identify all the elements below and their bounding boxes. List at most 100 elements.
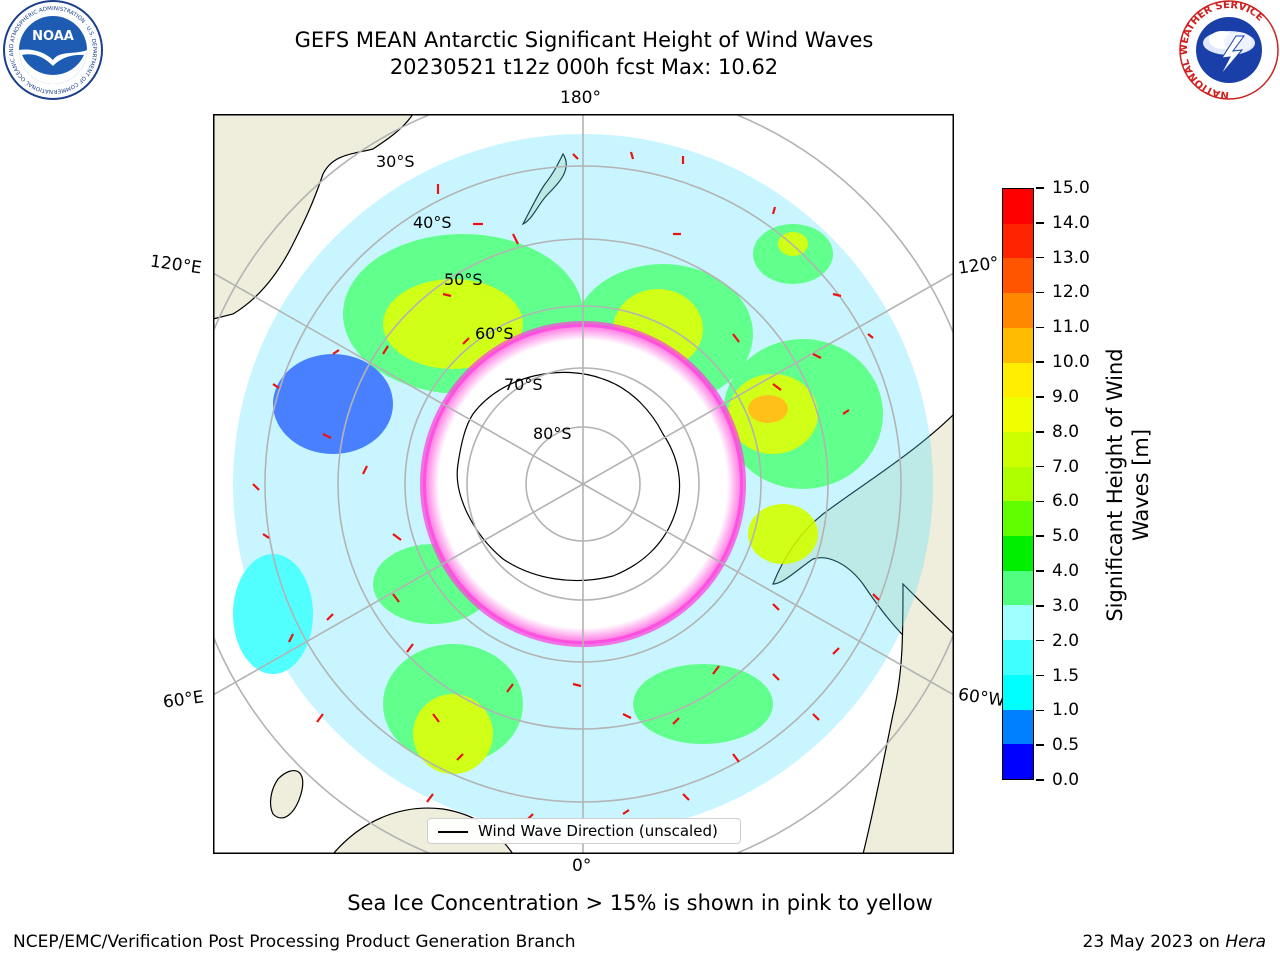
wave-arrow (262, 533, 270, 539)
wave-arrow (832, 292, 842, 298)
lat-label-70s: 70°S (504, 375, 543, 394)
colorbar-tick-mark (1036, 639, 1044, 642)
footer-credit: NCEP/EMC/Verification Post Processing Pr… (13, 932, 576, 952)
colorbar-segment (1003, 362, 1033, 398)
wave-arrow (392, 593, 400, 603)
colorbar-tick-label: 4.0 (1052, 561, 1080, 582)
lon-label-120w: 120° (956, 253, 1001, 279)
colorbar-tick-mark (1036, 744, 1044, 746)
legend-label: Wind Wave Direction (unscaled) (478, 822, 718, 840)
lon-label-60w: 60°W (956, 684, 1007, 712)
colorbar-segment (1003, 327, 1033, 363)
colorbar-tick-mark (1036, 674, 1044, 677)
colorbar-segment (1003, 258, 1033, 294)
legend-line-sample (438, 831, 468, 833)
landmass-new-zealand (521, 152, 567, 226)
wave-arrow (506, 683, 514, 693)
nws-logo: NATIONAL WEATHER SERVICE (1179, 0, 1279, 100)
wave-arrow (771, 206, 777, 215)
wave-arrow (812, 353, 822, 359)
colorbar-segment (1003, 744, 1033, 779)
colorbar-tick-label: 0.5 (1052, 735, 1080, 756)
colorbar-tick-mark (1036, 326, 1044, 329)
colorbar-tick-mark (1036, 396, 1044, 398)
colorbar-tick-label: 3.0 (1052, 595, 1080, 616)
wave-arrow (406, 643, 414, 653)
colorbar-tick-label: 0.0 (1052, 770, 1080, 790)
wave-arrow (812, 713, 820, 721)
colorbar-tick-label: 12.0 (1052, 282, 1090, 303)
wave-arrow (456, 753, 464, 761)
wave-arrow (432, 713, 440, 723)
colorbar-tick-label: 13.0 (1052, 247, 1090, 268)
lat-label-50s: 50°S (444, 270, 483, 289)
footer-date-text: 23 May 2023 on (1082, 932, 1226, 952)
colorbar-tick-mark (1036, 779, 1044, 781)
colorbar-tick-mark (1036, 570, 1044, 572)
lat-label-80s: 80°S (533, 424, 572, 443)
colorbar-tick-label: 5.0 (1052, 526, 1080, 547)
colorbar-title: Significant Height of Wind Waves [m] (1102, 348, 1154, 621)
lon-label-60e: 60°E (161, 687, 206, 713)
wave-arrow (672, 717, 680, 725)
colorbar-title-line1: Significant Height of Wind (1103, 348, 1127, 622)
colorbar-tick-mark (1036, 256, 1044, 259)
wave-arrow (832, 647, 840, 655)
wave-arrow (712, 665, 720, 675)
lat-label-60s: 60°S (475, 324, 514, 343)
wave-arrow (252, 483, 260, 491)
colorbar-segment (1003, 466, 1033, 502)
wave-arrow (772, 673, 780, 681)
colorbar-tick-label: 1.0 (1052, 700, 1080, 721)
colorbar-tick-label: 2.0 (1052, 630, 1080, 651)
wave-arrow (382, 345, 389, 355)
colorbar-tick-mark (1036, 500, 1044, 503)
wave-arrow (772, 603, 780, 611)
wave-arrow (512, 233, 519, 245)
colorbar-tick-mark (1036, 605, 1044, 607)
colorbar-segment (1003, 674, 1033, 710)
landmass-right-bottom (862, 582, 954, 854)
footer-date: 23 May 2023 on Hera (1083, 932, 1267, 952)
colorbar-segment (1003, 570, 1033, 606)
colorbar-tick-label: 10.0 (1052, 352, 1090, 373)
colorbar-segment (1003, 640, 1033, 675)
wave-arrow (288, 633, 294, 643)
colorbar-segment (1003, 189, 1033, 224)
wave-arrow (842, 409, 850, 415)
wave-arrow (867, 333, 874, 339)
wave-arrow (622, 713, 632, 719)
wave-arrow (316, 713, 324, 723)
colorbar-tick-mark (1036, 431, 1044, 433)
wave-arrow (622, 809, 630, 815)
colorbar-segment (1003, 397, 1033, 432)
wave-arrow (572, 682, 582, 688)
sea-ice-caption: Sea Ice Concentration > 15% is shown in … (347, 891, 933, 915)
colorbar-tick-mark (1036, 361, 1044, 363)
colorbar-segment (1003, 293, 1033, 328)
colorbar (1002, 188, 1034, 780)
colorbar-tick-mark (1036, 187, 1044, 189)
colorbar-tick-mark (1036, 709, 1044, 712)
wave-arrow (392, 533, 402, 541)
wave-direction-arrows (252, 151, 880, 821)
colorbar-segment (1003, 431, 1033, 467)
wave-arrow (322, 433, 332, 439)
wave-arrow (272, 383, 280, 389)
map-subtitle: 20230521 t12z 000h fcst Max: 10.62 (389, 55, 779, 79)
colorbar-segment (1003, 709, 1033, 745)
lon-label-bottom: 0° (572, 856, 592, 876)
colorbar-tick-label: 11.0 (1052, 317, 1090, 338)
map-legend: Wind Wave Direction (unscaled) (427, 818, 741, 844)
wave-arrow (629, 151, 635, 160)
noaa-logo: NOAA NATIONAL OCEANIC AND ATMOSPHERIC AD… (0, 0, 103, 100)
colorbar-tick-label: 1.5 (1052, 665, 1080, 686)
graticule (213, 114, 954, 854)
colorbar-tick-label: 14.0 (1052, 212, 1090, 233)
colorbar-tick-label: 7.0 (1052, 456, 1080, 477)
colorbar-title-line2: Waves [m] (1129, 428, 1153, 542)
colorbar-tick-label: 8.0 (1052, 421, 1080, 442)
polar-map (213, 114, 954, 854)
colorbar-tick-label: 15.0 (1052, 178, 1090, 198)
wave-arrow (772, 383, 782, 391)
